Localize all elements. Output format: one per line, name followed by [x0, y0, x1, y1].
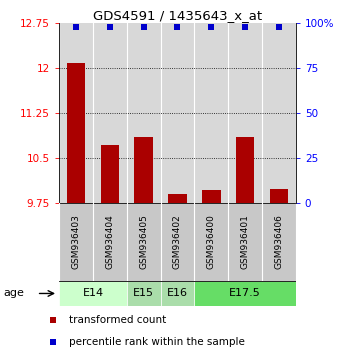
Bar [67, 63, 85, 203]
Text: transformed count: transformed count [69, 315, 167, 325]
Bar [202, 190, 220, 203]
Bar [127, 281, 161, 306]
Text: GSM936400: GSM936400 [207, 214, 216, 269]
Text: GSM936401: GSM936401 [241, 214, 249, 269]
Text: E15: E15 [133, 289, 154, 298]
Bar [134, 137, 153, 203]
Bar [161, 281, 194, 306]
Text: GSM936403: GSM936403 [72, 214, 80, 269]
Bar [161, 203, 194, 281]
Bar [127, 203, 161, 281]
Bar [269, 189, 288, 203]
Text: percentile rank within the sample: percentile rank within the sample [69, 337, 245, 347]
Text: GSM936405: GSM936405 [139, 214, 148, 269]
Text: E16: E16 [167, 289, 188, 298]
Text: age: age [3, 289, 24, 298]
Bar [194, 203, 228, 281]
Text: GSM936402: GSM936402 [173, 215, 182, 269]
Title: GDS4591 / 1435643_x_at: GDS4591 / 1435643_x_at [93, 9, 262, 22]
Bar [101, 145, 119, 203]
Bar [168, 194, 187, 203]
Text: E17.5: E17.5 [229, 289, 261, 298]
Text: GSM936404: GSM936404 [105, 215, 114, 269]
Bar [59, 203, 93, 281]
Text: E14: E14 [82, 289, 103, 298]
Text: GSM936406: GSM936406 [274, 214, 283, 269]
Bar [194, 281, 296, 306]
Bar [59, 281, 127, 306]
Bar [262, 203, 296, 281]
Bar [236, 137, 254, 203]
Bar [228, 203, 262, 281]
Bar [93, 203, 127, 281]
